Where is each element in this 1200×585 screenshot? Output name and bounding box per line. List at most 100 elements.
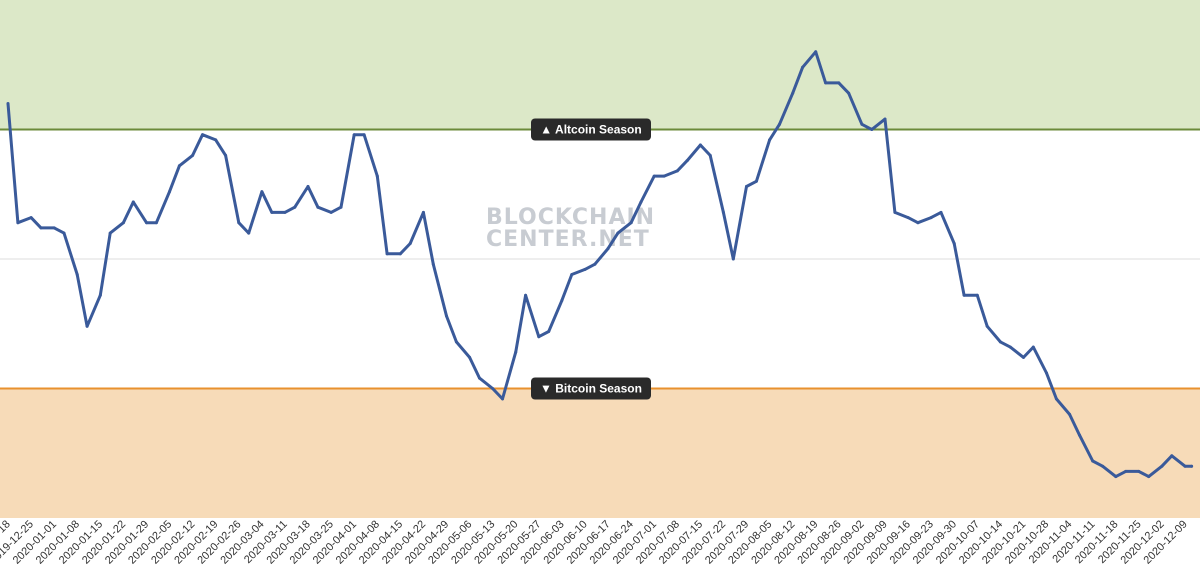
bitcoin-season-band	[0, 388, 1200, 518]
data-point	[478, 376, 481, 380]
band-labels: ▲ Altcoin Season ▼ Bitcoin Season	[531, 118, 651, 400]
data-point	[685, 159, 689, 163]
data-point	[708, 153, 712, 157]
data-point	[629, 221, 633, 225]
x-axis-tick-labels: 2019-12-182019-12-252020-01-012020-01-08…	[0, 518, 1190, 566]
data-point	[339, 205, 343, 209]
data-point	[824, 81, 828, 85]
bitcoin-season-label-bg	[531, 377, 651, 400]
data-point	[560, 298, 564, 302]
data-point	[75, 273, 79, 276]
data-point	[870, 128, 874, 131]
watermark: BLOCKCHAIN CENTER.NET	[486, 205, 654, 252]
data-point	[1091, 459, 1095, 463]
data-point	[306, 185, 310, 188]
data-point	[385, 252, 389, 256]
data-point	[85, 324, 89, 328]
data-point	[131, 200, 135, 204]
data-point	[731, 257, 735, 261]
data-point	[1170, 454, 1174, 458]
data-point	[570, 273, 574, 276]
data-point	[662, 174, 666, 178]
data-point	[168, 190, 171, 194]
data-point	[778, 122, 781, 126]
data-point	[883, 117, 887, 121]
data-point	[1045, 371, 1048, 375]
data-point	[316, 205, 320, 209]
data-point	[524, 293, 528, 297]
data-point	[906, 216, 910, 220]
data-point	[721, 210, 725, 214]
data-point	[1190, 464, 1194, 468]
data-point	[754, 179, 758, 183]
data-point	[421, 210, 425, 214]
data-point	[1078, 433, 1081, 437]
altcoin-season-band	[0, 0, 1200, 130]
data-point	[62, 231, 66, 235]
altcoin-season-label-bg	[531, 118, 651, 141]
data-point	[1031, 345, 1035, 349]
data-point	[454, 340, 458, 344]
data-point	[939, 210, 943, 214]
data-point	[445, 314, 448, 318]
data-point	[837, 81, 841, 85]
data-point	[916, 221, 920, 225]
data-point	[154, 221, 158, 225]
data-point	[847, 91, 851, 95]
data-point	[201, 133, 204, 137]
data-point	[952, 242, 956, 245]
data-point	[237, 221, 241, 225]
data-point	[362, 133, 366, 137]
data-point	[16, 221, 20, 225]
data-point	[293, 205, 297, 209]
data-point	[224, 153, 228, 157]
data-point	[998, 340, 1002, 344]
data-point	[283, 210, 287, 214]
data-point	[606, 247, 610, 251]
data-point	[639, 200, 643, 204]
season-bands	[0, 0, 1200, 518]
data-point	[593, 262, 597, 266]
data-point	[675, 169, 679, 173]
bitcoin-season-label-text: ▼ Bitcoin Season	[540, 382, 642, 396]
data-point	[616, 231, 620, 235]
data-point	[860, 122, 864, 126]
data-points	[6, 50, 1194, 479]
data-point	[375, 174, 379, 178]
data-point	[893, 210, 897, 214]
series-line	[6, 50, 1194, 479]
data-point	[975, 293, 979, 297]
data-point	[145, 221, 148, 225]
data-point	[121, 221, 125, 225]
data-point	[98, 293, 102, 297]
data-point	[537, 335, 541, 339]
data-point	[39, 226, 43, 230]
data-point	[108, 231, 112, 235]
data-point	[214, 138, 218, 142]
data-point	[1022, 355, 1025, 359]
data-point	[1068, 412, 1072, 416]
data-point	[352, 133, 356, 137]
data-point	[583, 267, 587, 271]
data-point	[29, 216, 33, 220]
data-point	[1008, 345, 1012, 349]
data-point	[408, 242, 412, 245]
data-point	[270, 210, 274, 214]
data-point	[962, 293, 966, 297]
data-point	[791, 91, 795, 95]
data-point	[1114, 475, 1118, 479]
data-point	[491, 387, 495, 390]
data-point	[1160, 464, 1164, 468]
data-point	[260, 190, 264, 194]
data-point	[1137, 469, 1141, 473]
data-point	[1147, 475, 1151, 479]
data-point	[768, 138, 772, 142]
data-point	[801, 65, 805, 69]
data-point	[745, 185, 748, 188]
data-point	[929, 216, 933, 220]
series-group	[6, 50, 1194, 479]
bitcoin-season-label: ▼ Bitcoin Season	[531, 377, 651, 400]
data-point	[398, 252, 402, 256]
data-point	[52, 226, 56, 230]
